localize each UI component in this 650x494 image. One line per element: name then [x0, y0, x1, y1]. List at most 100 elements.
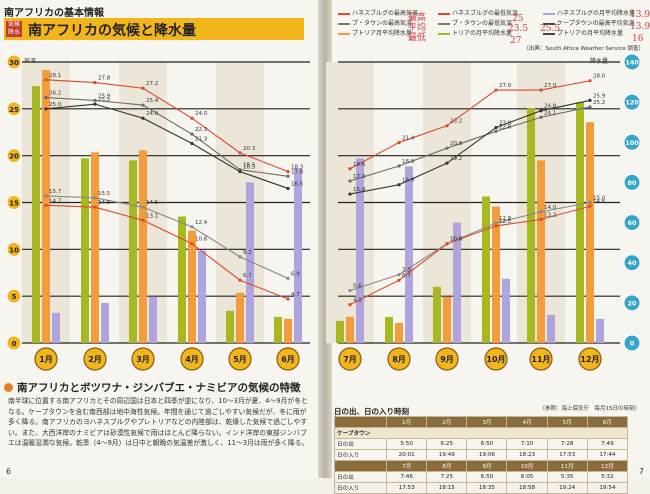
row-label: 日の出 [333, 438, 388, 450]
y-tick-marker [6, 54, 22, 70]
temperature-point [588, 98, 592, 103]
x-tick-label: 4月 [185, 355, 199, 364]
temperature-line [349, 205, 591, 306]
legend-swatch [543, 32, 555, 35]
precip-bar [81, 158, 89, 343]
precip-bar [52, 312, 60, 343]
temperature-point [397, 183, 401, 187]
precip-bar [443, 296, 451, 343]
data-label: 7.3 [402, 268, 411, 274]
temperature-point [190, 225, 194, 229]
temperature-point [445, 124, 449, 128]
month-marker [387, 347, 411, 371]
data-label: 24.8 [544, 104, 557, 110]
data-label: 15.9 [353, 187, 366, 193]
precip-bar [284, 318, 292, 343]
precip-bar [502, 278, 510, 343]
data-label: 12.8 [499, 216, 512, 222]
handwritten-note: 最高 [408, 13, 427, 23]
data-label: 27.0 [544, 83, 557, 89]
temperature-point [44, 194, 48, 198]
data-label: 14.0 [544, 205, 557, 211]
y2-tick-label: 0 [630, 340, 635, 348]
legend-item: トリアの月平均降水量 [438, 28, 512, 37]
precip-bar [405, 166, 413, 343]
precip-bar [226, 310, 234, 343]
temperature-point [494, 129, 498, 133]
legend-swatch [438, 22, 450, 25]
temperature-point [445, 161, 449, 165]
y2-tick-label: 20 [627, 299, 637, 307]
legend-swatch [543, 22, 555, 25]
data-label: 10.6 [450, 237, 463, 243]
table-cell: 18:35 [466, 482, 508, 494]
temperature-line [349, 106, 591, 182]
y2-tick-label: 60 [627, 219, 637, 227]
bullet-icon [4, 383, 13, 392]
month-header: 10月 [506, 460, 548, 472]
legend-label: ケープタウンの最高平均気温 [557, 20, 635, 27]
y-tick-label: 20 [9, 153, 19, 161]
data-label: 6.7 [402, 273, 411, 279]
temperature-point [348, 302, 352, 307]
month-marker [529, 347, 553, 371]
table-cell: 19:24 [546, 482, 588, 494]
temperature-line [349, 99, 591, 195]
climate-chart: 0 5 10 15 20 25 30 0 20 40 60 80 100 120 140 28.1 27.8 27… [6, 53, 641, 371]
temperature-point [93, 196, 97, 200]
legend-label: プ・タウンの最高気温 [352, 20, 413, 27]
y-tick-marker [6, 148, 22, 164]
page-title: 南アフリカの気候と降水量 [28, 23, 196, 39]
y2-tick-marker [623, 53, 641, 71]
section-heading-text: 南アフリカとボツワナ・ジンバブエ・ナミビアの気候の特徴 [17, 382, 301, 394]
temperature-point [445, 242, 449, 246]
data-label: 10.6 [195, 237, 208, 243]
month-marker [131, 347, 155, 371]
section-heading: 南アフリカとボツワナ・ジンバブエ・ナミビアの気候の特徴 [4, 380, 301, 395]
y-tick-label: 30 [9, 59, 19, 67]
legend-label: ハネスブルグの最高気温 [352, 10, 419, 17]
data-label: 22.3 [195, 127, 208, 133]
table-cell: 19:49 [426, 449, 468, 461]
precip-bar [129, 160, 137, 343]
data-label: 27.0 [499, 83, 512, 89]
table-cell: 20:01 [386, 449, 428, 461]
legend-item: プ・タウンの最低気温 [438, 18, 512, 27]
sunrise-source: （参照：海上保安庁 毎月15日の時刻） [539, 406, 641, 412]
temperature-point [286, 174, 290, 178]
data-label: 21.3 [195, 136, 208, 142]
precip-bar [596, 318, 604, 343]
table-cell: 5:32 [586, 471, 629, 483]
data-label: 16.5 [291, 181, 304, 187]
temperature-point [348, 179, 352, 183]
table-cell: 7:49 [586, 438, 629, 450]
data-label: 6.7 [243, 273, 252, 279]
precip-bar [586, 122, 594, 343]
row-label: 日の入り [333, 449, 388, 461]
data-label: 27.2 [146, 81, 158, 87]
legend-item: プトリアの月平均降水量 [543, 28, 623, 37]
month-header: 4月 [506, 416, 548, 428]
y-tick-label: 10 [9, 246, 19, 254]
month-marker [435, 347, 459, 371]
sunrise-header-row: 7月 8月 9月 10月 11月 12月 [333, 460, 629, 472]
table-cell: 7:28 [546, 438, 588, 450]
table-corner [333, 416, 388, 428]
precip-bar [346, 316, 354, 343]
data-label: 4.1 [353, 298, 362, 304]
data-label: 17.3 [353, 174, 366, 180]
y2-tick-marker [623, 133, 641, 151]
precip-bar [356, 158, 364, 343]
table-cell: 6:50 [466, 471, 508, 483]
chart-legend: ハネスブルグの最高気温 プ・タウンの最高気温 プトリア月平均降水量 ハネスブルグ… [338, 8, 635, 42]
data-label: 12.4 [195, 220, 208, 226]
data-label: 18.3 [243, 165, 256, 171]
legend-label: プ・タウンの最低気温 [452, 20, 513, 27]
temperature-line [45, 79, 289, 173]
temperature-point [93, 81, 97, 85]
legend-label: プトリア月平均降水量 [352, 30, 413, 37]
table-cell: 7:10 [506, 438, 548, 450]
temperature-point [141, 218, 145, 222]
precip-bar [336, 320, 344, 343]
legend-item: ケープタウンの最高平均気温 [543, 18, 635, 27]
